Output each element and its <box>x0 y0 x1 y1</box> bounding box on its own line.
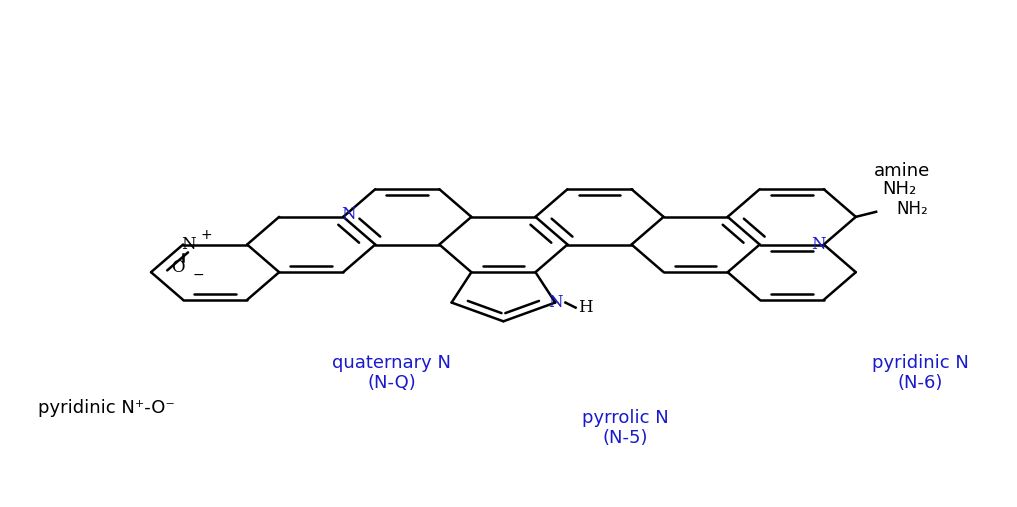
Text: (N-5): (N-5) <box>603 428 648 447</box>
Text: N: N <box>341 206 356 223</box>
Text: +: + <box>200 228 213 242</box>
Text: N: N <box>812 236 826 253</box>
Text: (N-6): (N-6) <box>898 374 943 392</box>
Text: H: H <box>579 299 593 316</box>
Text: N: N <box>548 294 562 311</box>
Text: pyrrolic N: pyrrolic N <box>582 409 669 427</box>
Text: pyridinic N: pyridinic N <box>872 353 969 372</box>
Text: NH₂: NH₂ <box>897 200 929 218</box>
Text: (N-Q): (N-Q) <box>367 374 416 392</box>
Text: O: O <box>171 259 185 276</box>
Text: pyridinic N⁺-O⁻: pyridinic N⁺-O⁻ <box>39 399 175 417</box>
Text: N: N <box>181 236 195 253</box>
Text: quaternary N: quaternary N <box>332 353 452 372</box>
Text: amine: amine <box>874 162 930 180</box>
Text: NH₂: NH₂ <box>883 180 916 198</box>
Text: −: − <box>192 268 204 282</box>
